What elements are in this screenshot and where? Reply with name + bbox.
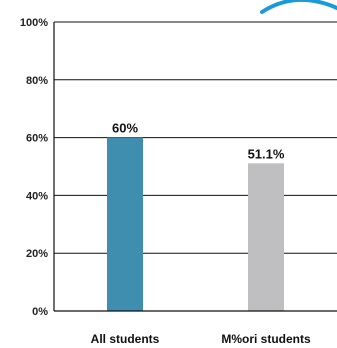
y-tick-label: 40% — [26, 190, 48, 202]
bars — [107, 137, 284, 311]
category-label: M%ori students — [221, 332, 311, 346]
y-tick-label: 60% — [26, 133, 48, 145]
decor-layer — [260, 0, 337, 14]
category-labels: All students M%ori students — [91, 332, 311, 346]
bar — [248, 163, 284, 311]
y-tick-label: 0% — [32, 306, 48, 318]
gridlines — [54, 21, 337, 254]
y-axis-tick-labels: 0% 20% 40% 60% 80% 100% — [20, 17, 48, 318]
y-tick-label: 20% — [26, 248, 48, 260]
category-label: All students — [91, 332, 160, 346]
data-label: 60% — [112, 121, 138, 136]
y-tick-label: 100% — [20, 17, 48, 29]
data-labels: 60% 51.1% — [112, 121, 285, 162]
bar — [107, 137, 143, 311]
data-label: 51.1% — [248, 146, 285, 161]
axes — [53, 22, 337, 312]
y-tick-label: 80% — [26, 75, 48, 87]
decorative-arc — [260, 0, 337, 14]
